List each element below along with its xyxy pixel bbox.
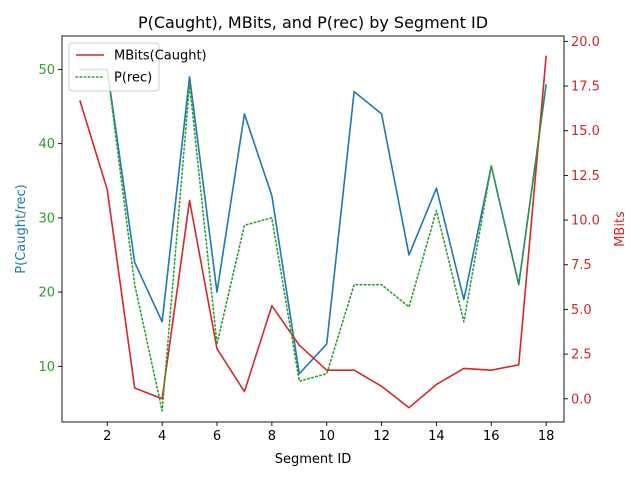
right-y-tick-label: 0.0: [571, 392, 592, 407]
x-tick-label: 8: [268, 429, 276, 444]
x-tick-label: 14: [428, 429, 445, 444]
legend-label: P(rec): [114, 71, 152, 86]
x-tick-label: 6: [213, 429, 221, 444]
right-y-tick-label: 12.5: [571, 169, 600, 184]
right-y-tick-label: 2.5: [571, 348, 592, 363]
left-y-tick-label: 10: [38, 360, 55, 375]
chart-title: P(Caught), MBits, and P(rec) by Segment …: [138, 13, 488, 32]
axes-layer: 2 4 6 8 10 12 14 16 18 10 20 30 40 50 0.0 2.5 5.0 7.5 10.0…: [38, 35, 600, 444]
x-tick-label: 4: [158, 429, 166, 444]
left-y-tick-label: 30: [38, 211, 55, 226]
x-axis-label: Segment ID: [275, 452, 351, 467]
right-y-tick-label: 10.0: [571, 214, 600, 229]
legend-label: MBits(Caught): [114, 49, 207, 64]
left-y-tick-label: 40: [38, 137, 55, 152]
right-y-axis-label: MBits: [613, 211, 628, 247]
x-tick-label: 18: [538, 429, 555, 444]
left-y-axis-label: P(Caught/rec): [14, 184, 29, 273]
series-layer: [79, 55, 547, 412]
x-tick-label: 2: [103, 429, 111, 444]
right-y-tick-label: 5.0: [571, 303, 592, 318]
left-y-tick-label: 20: [38, 286, 55, 301]
plot-frame: [61, 35, 565, 423]
right-y-tick-label: 20.0: [571, 35, 600, 50]
x-tick-label: 10: [318, 429, 335, 444]
plot-area: [62, 36, 564, 422]
x-tick-label: 12: [373, 429, 390, 444]
left-y-tick-label: 50: [38, 63, 55, 78]
series-line-2: [79, 68, 547, 412]
right-y-tick-label: 15.0: [571, 124, 600, 139]
x-tick-label: 16: [483, 429, 500, 444]
legend: MBits(Caught) P(rec): [68, 42, 207, 92]
series-line-1: [79, 55, 547, 409]
right-y-tick-label: 7.5: [571, 258, 592, 273]
right-y-tick-label: 17.5: [571, 80, 600, 95]
series-line-0: [79, 68, 547, 375]
